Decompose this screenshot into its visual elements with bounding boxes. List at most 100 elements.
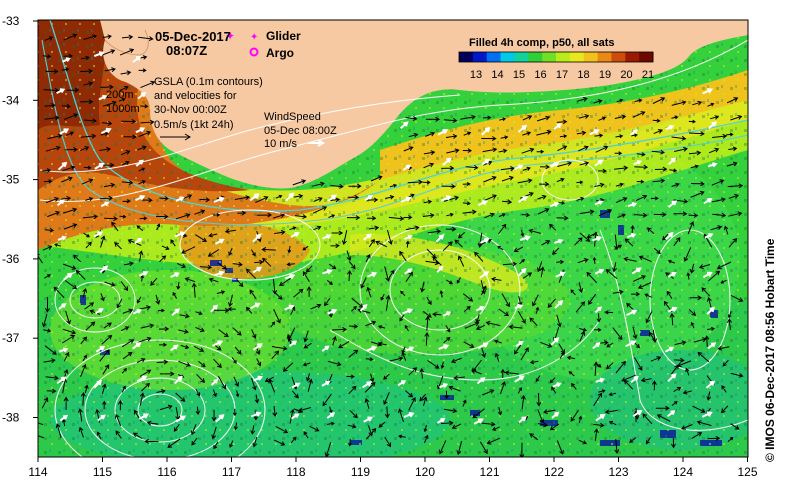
current-arrow (120, 118, 137, 124)
isobath-1000m: 1000m (106, 103, 140, 115)
credit-text: © IMOS 06-Dec-2017 08:56 Hobart Time (763, 238, 777, 462)
wind-arrow (664, 346, 675, 353)
current-arrow (47, 133, 63, 140)
current-arrow (140, 119, 155, 125)
current-arrow (422, 396, 428, 407)
current-arrow (686, 272, 691, 280)
current-arrow (577, 258, 589, 264)
current-arrow (115, 430, 122, 439)
current-arrow (43, 358, 56, 364)
wind-arrow (436, 417, 446, 424)
current-arrow (682, 389, 692, 395)
wind-arrow (442, 157, 452, 166)
current-arrow (424, 332, 430, 346)
wind-arrow (518, 416, 527, 424)
current-arrow (384, 266, 391, 282)
current-arrow (456, 277, 461, 284)
current-arrow (445, 279, 453, 284)
current-arrow (517, 311, 526, 324)
current-arrow (475, 324, 486, 330)
current-arrow (53, 286, 65, 299)
current-arrow (445, 325, 451, 333)
current-arrow (236, 278, 244, 288)
current-arrow (44, 274, 51, 279)
current-arrow (366, 286, 372, 298)
current-arrow (706, 391, 712, 401)
wind-arrow (132, 55, 142, 63)
current-arrow (608, 420, 617, 426)
current-arrow (199, 197, 211, 203)
current-arrow (559, 351, 565, 359)
current-arrow (649, 331, 656, 342)
current-arrow (726, 132, 734, 137)
current-arrow (104, 216, 118, 222)
current-arrow (575, 301, 585, 313)
current-arrow (217, 262, 227, 270)
wind-arrow (93, 51, 105, 58)
wind-arrow (252, 233, 262, 243)
x-axis: 114 115 116 117 118 119 120 121 122 123 124 125 (28, 457, 758, 479)
wind-arrow (359, 304, 368, 312)
current-arrow (423, 424, 428, 433)
current-arrow (119, 85, 129, 92)
current-arrow (251, 329, 257, 339)
wind-arrow (437, 129, 449, 136)
current-arrow (717, 345, 730, 351)
gsla-note: GSLA (0.1m contours) and velocities for … (154, 76, 263, 141)
current-arrow (710, 115, 720, 120)
current-arrow (235, 390, 240, 398)
wind-arrow (135, 159, 144, 167)
current-arrow (224, 228, 236, 234)
current-arrow (234, 195, 251, 200)
current-arrow (310, 303, 322, 310)
current-arrow (645, 436, 651, 445)
current-arrow (500, 368, 506, 379)
current-arrow (650, 196, 659, 201)
current-arrow (492, 426, 500, 431)
colorbar-swatch (472, 52, 488, 62)
current-arrow (389, 269, 395, 278)
current-arrow (646, 227, 655, 235)
current-arrow (216, 290, 226, 295)
current-arrow (347, 424, 357, 429)
current-arrow (175, 392, 186, 402)
current-arrow (401, 351, 407, 361)
current-arrow (199, 264, 213, 270)
current-arrow (178, 329, 189, 334)
x-tick-label: 123 (608, 465, 628, 479)
current-arrow (502, 199, 513, 205)
current-arrow (493, 339, 502, 344)
current-arrow (423, 162, 435, 169)
current-arrow (710, 225, 723, 231)
current-arrow (43, 179, 53, 184)
current-arrow (420, 281, 425, 293)
current-arrow (482, 389, 495, 396)
current-arrow (443, 408, 458, 414)
current-arrow (522, 166, 531, 171)
x-tick-label: 121 (479, 465, 499, 479)
current-arrow (254, 259, 264, 265)
current-arrow (604, 310, 614, 315)
current-arrow (159, 404, 173, 411)
current-arrow (306, 286, 312, 297)
wind-arrow (170, 272, 180, 279)
current-arrow (348, 439, 352, 447)
current-arrow (438, 440, 447, 455)
current-arrow (671, 182, 680, 187)
wind-arrow (405, 346, 415, 352)
current-arrow (159, 342, 167, 347)
current-arrow (65, 131, 74, 136)
wind-arrow (707, 162, 718, 168)
current-arrow (690, 321, 695, 329)
current-arrow (612, 262, 618, 273)
x-tick-label: 122 (544, 465, 564, 479)
wind-note: WindSpeed 05-Dec 08:00Z 10 m/s (264, 111, 337, 150)
current-arrow (453, 375, 465, 381)
wind-arrow (362, 381, 373, 389)
wind-arrow (98, 94, 108, 101)
wind-arrow (57, 161, 68, 171)
current-arrow (408, 132, 419, 138)
current-arrow (636, 152, 646, 157)
current-arrow (287, 245, 292, 254)
current-arrow (44, 103, 56, 108)
